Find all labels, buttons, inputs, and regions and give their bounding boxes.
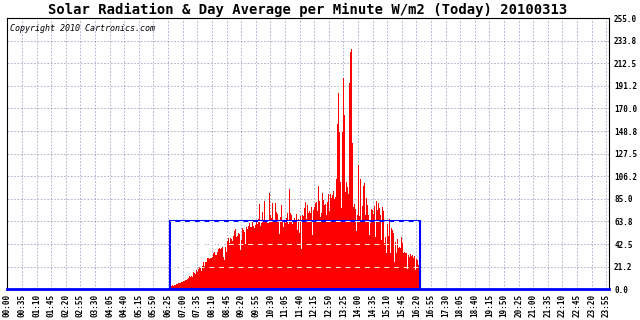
Title: Solar Radiation & Day Average per Minute W/m2 (Today) 20100313: Solar Radiation & Day Average per Minute… <box>48 3 568 17</box>
Text: Copyright 2010 Cartronics.com: Copyright 2010 Cartronics.com <box>10 24 155 33</box>
Bar <box>170 221 420 289</box>
